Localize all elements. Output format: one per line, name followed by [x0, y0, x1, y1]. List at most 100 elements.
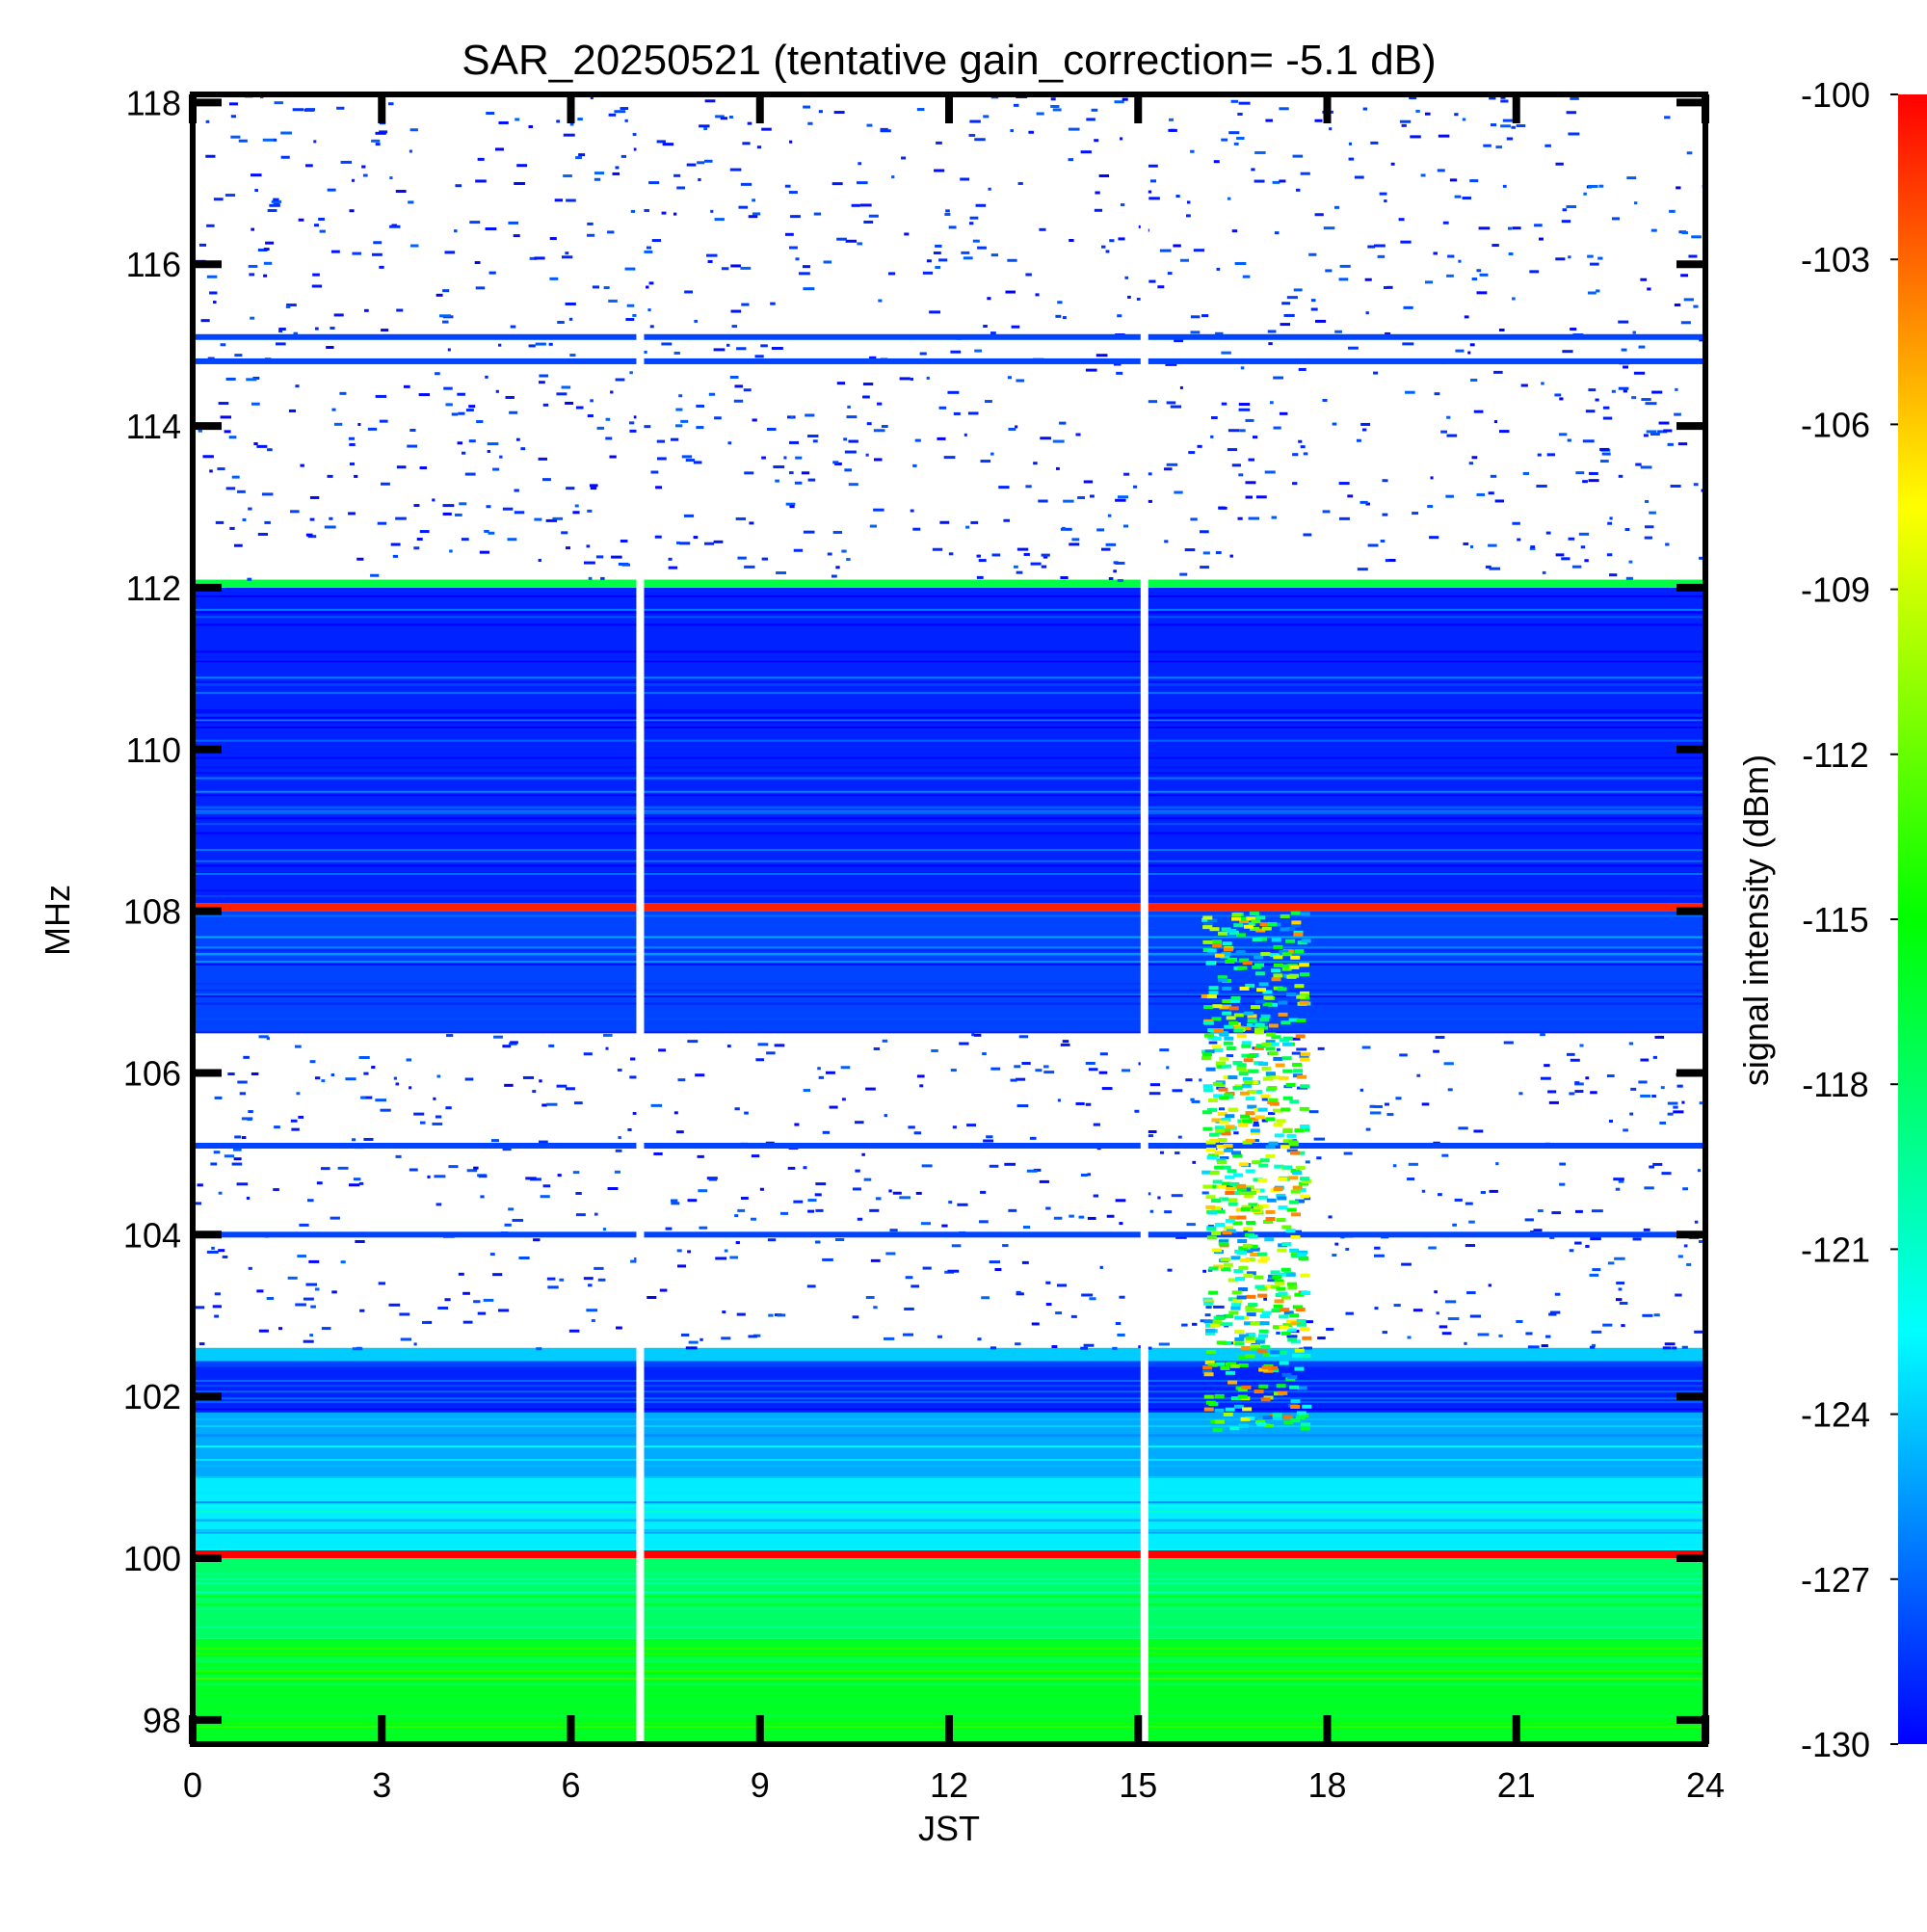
burst-cell	[1216, 1145, 1227, 1150]
band-stripe	[193, 961, 1705, 964]
band-stripe	[193, 1031, 1705, 1034]
burst-cell	[1243, 1079, 1254, 1084]
burst-cell	[1265, 1145, 1276, 1150]
noise-sample	[1314, 213, 1324, 217]
band-stripe	[193, 714, 1705, 717]
burst-cell	[1212, 1179, 1223, 1184]
noise-sample	[994, 1267, 1002, 1271]
noise-sample	[708, 392, 716, 396]
noise-sample	[620, 154, 626, 158]
burst-cell	[1292, 1353, 1303, 1358]
noise-sample	[740, 1196, 749, 1200]
noise-sample	[534, 517, 542, 521]
noise-sample	[1117, 495, 1129, 499]
noise-sample	[775, 479, 779, 483]
burst-cell	[1270, 1270, 1280, 1275]
noise-sample	[361, 1096, 373, 1099]
noise-sample	[759, 1187, 764, 1191]
noise-sample	[1549, 1235, 1555, 1239]
noise-sample	[597, 1278, 606, 1282]
noise-sample	[314, 327, 319, 331]
burst-cell	[1240, 1416, 1251, 1421]
noise-sample	[454, 229, 458, 233]
frequency-band	[193, 1363, 1705, 1413]
noise-sample	[1464, 1341, 1467, 1345]
burst-cell	[1299, 991, 1309, 995]
noise-sample	[193, 1202, 202, 1205]
noise-sample	[445, 403, 453, 407]
noise-sample	[767, 1238, 777, 1242]
burst-cell	[1287, 1337, 1298, 1342]
noise-sample	[1062, 316, 1067, 320]
noise-sample	[755, 1058, 764, 1062]
burst-cell	[1241, 1345, 1252, 1350]
burst-cell	[1233, 1173, 1244, 1178]
noise-sample	[254, 189, 258, 193]
noise-sample	[389, 176, 393, 180]
noise-sample	[1269, 401, 1274, 405]
noise-sample	[1654, 1035, 1665, 1039]
burst-cell	[1242, 1243, 1253, 1248]
noise-sample	[251, 173, 262, 177]
noise-sample	[575, 1191, 582, 1195]
noise-sample	[1122, 97, 1128, 101]
noise-sample	[1068, 127, 1080, 131]
noise-sample	[608, 113, 617, 117]
noise-sample	[388, 1303, 401, 1307]
noise-sample	[367, 427, 378, 431]
noise-sample	[1286, 1335, 1298, 1338]
burst-cell	[1289, 1248, 1300, 1253]
burst-cell	[1215, 1362, 1226, 1366]
burst-cell	[1243, 1273, 1254, 1278]
noise-sample	[1395, 1097, 1402, 1100]
noise-sample	[1029, 1136, 1037, 1140]
burst-cell	[1292, 1062, 1303, 1067]
band-stripe	[193, 611, 1705, 614]
noise-sample	[1399, 119, 1412, 123]
noise-sample	[951, 1244, 962, 1248]
noise-sample	[1374, 1307, 1379, 1310]
burst-cell	[1259, 1257, 1270, 1261]
noise-sample	[878, 299, 883, 303]
noise-sample	[1589, 1345, 1596, 1349]
noise-sample	[981, 1296, 990, 1300]
noise-sample	[805, 413, 815, 417]
burst-cell	[1212, 1320, 1223, 1325]
noise-sample	[624, 267, 636, 271]
noise-sample	[973, 1033, 982, 1037]
noise-sample	[704, 159, 713, 163]
noise-sample	[873, 508, 884, 512]
noise-sample	[990, 253, 998, 257]
noise-sample	[1233, 1131, 1239, 1135]
band-stripe	[193, 993, 1705, 996]
noise-sample	[224, 1154, 235, 1158]
noise-sample	[1421, 1102, 1430, 1106]
band-stripe	[193, 1018, 1705, 1020]
noise-sample	[1589, 1273, 1599, 1277]
noise-sample	[539, 1079, 542, 1083]
noise-sample	[1382, 513, 1388, 516]
noise-sample	[309, 1334, 313, 1337]
burst-cell	[1223, 1262, 1233, 1267]
burst-cell	[1262, 1076, 1273, 1081]
noise-sample	[776, 571, 786, 575]
frequency-band	[193, 587, 1705, 904]
noise-sample	[916, 1074, 925, 1078]
noise-sample	[1676, 1084, 1683, 1088]
noise-sample	[329, 516, 333, 520]
noise-sample	[1698, 1239, 1705, 1243]
burst-cell	[1285, 939, 1296, 943]
x-tick-label: 15	[1119, 1765, 1157, 1805]
noise-sample	[1010, 129, 1014, 133]
burst-cell	[1277, 987, 1287, 992]
noise-sample	[687, 1199, 698, 1203]
noise-sample	[730, 309, 742, 313]
burst-cell	[1210, 1199, 1221, 1204]
noise-sample	[1283, 313, 1295, 317]
noise-sample	[1491, 244, 1499, 248]
noise-sample	[1134, 1109, 1140, 1113]
band-stripe	[193, 1660, 1705, 1663]
noise-sample	[1592, 1268, 1601, 1272]
noise-sample	[803, 1166, 807, 1170]
noise-sample	[353, 1178, 361, 1181]
